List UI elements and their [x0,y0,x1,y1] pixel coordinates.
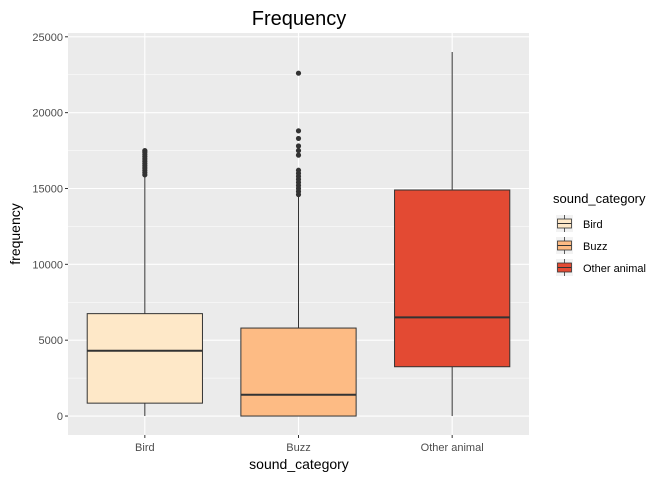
y-tick-label: 10000 [32,259,63,271]
box-iqr [394,189,511,368]
legend-title: sound_category [553,191,646,206]
outlier-point [295,147,302,154]
outlier-point [295,70,302,76]
y-tick-label: 20000 [32,108,63,120]
legend: sound_category Bird Buzz Other animal [553,191,646,276]
outlier-point [295,135,302,142]
outlier-point [295,167,302,173]
box-iqr [86,313,203,404]
y-axis-label: frequency [7,203,23,264]
y-tick-label: 15000 [32,183,63,195]
outlier-point [295,152,302,158]
y-tick-label: 0 [57,411,63,423]
box-group [86,51,511,417]
x-axis-ticks: Bird Buzz Other animal [135,435,484,454]
y-tick-label: 25000 [32,32,63,44]
outlier-point [295,143,302,149]
x-tick-label: Other animal [421,442,484,454]
y-axis-ticks: 0 5000 10000 15000 20000 25000 [32,32,68,423]
x-tick-label: Bird [135,442,155,454]
legend-label: Bird [583,219,603,231]
legend-label: Other animal [583,263,646,275]
outlier-point [295,128,302,134]
x-tick-label: Buzz [286,442,310,454]
chart-title: Frequency [252,8,347,30]
legend-label: Buzz [583,241,607,253]
y-tick-label: 5000 [39,335,63,347]
x-axis-label: sound_category [249,456,349,472]
box-iqr [240,327,357,417]
outlier-point [142,147,148,154]
